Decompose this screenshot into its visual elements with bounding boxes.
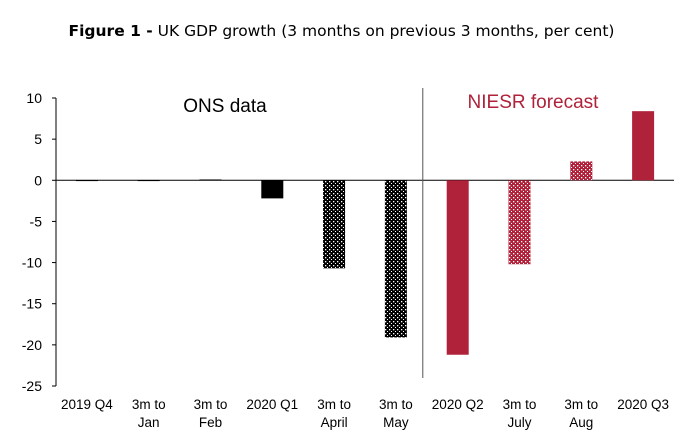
y-tick-label: -10 [22, 255, 42, 271]
labels: 10 5 0 -5 -10 -15 -20 -25 2019 Q4 3m to Jan 3m to Fe… [22, 90, 669, 430]
x-category-label: May [383, 415, 409, 430]
y-tick-label: -15 [22, 296, 42, 312]
x-category-label: Aug [569, 415, 593, 430]
x-category-label: 3m to [194, 397, 228, 412]
x-category-label: July [507, 415, 531, 430]
axes [52, 88, 674, 387]
bar-6 [384, 180, 407, 338]
y-tick-label: 10 [26, 90, 42, 106]
x-category-label: 3m to [503, 397, 537, 412]
bar-7 [446, 180, 469, 355]
bar-4 [261, 180, 284, 199]
x-category-label: 3m to [564, 397, 598, 412]
bar-2 [137, 180, 160, 182]
figure-label: Figure 1 - [68, 22, 153, 40]
x-category-label: 3m to [317, 397, 351, 412]
bar-1 [75, 180, 98, 182]
y-tick-label: 5 [34, 131, 42, 147]
x-category-label: 2020 Q2 [432, 397, 484, 412]
figure-title: Figure 1 - UK GDP growth (3 months on pr… [0, 22, 683, 40]
bar-8 [508, 180, 531, 265]
x-category-label: 2019 Q4 [61, 397, 113, 412]
x-category-label: 2020 Q3 [617, 397, 669, 412]
bar-9 [570, 161, 593, 181]
ons-data-annotation: ONS data [183, 96, 267, 117]
x-category-label: 3m to [132, 397, 166, 412]
bar-5 [323, 180, 346, 269]
y-tick-label: -20 [22, 337, 42, 353]
x-category-label: Jan [138, 415, 160, 430]
x-category-label: 2020 Q1 [246, 397, 298, 412]
y-tick-label: -25 [22, 378, 42, 394]
figure-title-text: UK GDP growth (3 months on previous 3 mo… [157, 22, 615, 40]
x-category-label: April [321, 415, 348, 430]
bar-3 [199, 179, 222, 181]
y-tick-label: 0 [34, 172, 42, 188]
y-tick-label: -5 [30, 213, 43, 229]
bar-10 [632, 111, 655, 181]
x-category-label: 3m to [379, 397, 413, 412]
bars [75, 111, 655, 355]
x-category-label: Feb [199, 415, 222, 430]
niesr-forecast-annotation: NIESR forecast [468, 92, 600, 113]
